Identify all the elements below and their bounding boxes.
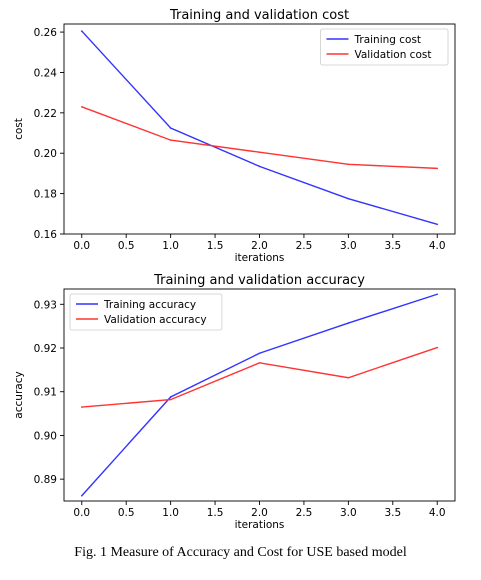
x-tick-label: 4.0 [429,507,446,519]
legend-label: Training cost [354,34,422,46]
y-tick-label: 0.24 [34,67,58,79]
series-line-1 [81,106,438,170]
data-point [258,165,261,168]
y-tick-label: 0.20 [34,148,57,160]
x-tick-label: 2.0 [251,240,268,252]
data-point [347,322,350,324]
y-tick-label: 0.91 [34,387,57,399]
y-tick-label: 0.92 [34,343,57,355]
x-tick-label: 2.5 [296,240,313,252]
data-point [258,362,261,364]
data-point [169,398,172,401]
y-axis-label: cost [13,118,25,140]
legend-label: Validation accuracy [104,314,207,326]
data-point [80,105,83,108]
x-tick-label: 4.0 [429,240,446,252]
x-tick-label: 1.0 [162,240,179,252]
x-tick-label: 2.0 [251,507,268,519]
x-tick-label: 0.5 [118,240,135,252]
data-point [436,167,439,170]
chart-1: Training and validation accuracy 0.0 0.5 1.… [13,273,456,531]
x-tick-label: 0.0 [73,507,90,519]
chart-title: Training and validation accuracy [153,273,365,288]
y-tick-label: 0.89 [34,474,57,486]
x-tick-label: 3.5 [384,240,401,252]
data-point [258,151,261,154]
y-axis-label: accuracy [13,371,25,418]
x-axis-label: iterations [235,252,285,264]
y-tick-label: 0.16 [34,229,58,241]
legend-label: Training accuracy [103,299,196,311]
data-point [169,139,172,141]
data-point [80,30,83,32]
y-tick-label: 0.93 [34,299,57,311]
data-point [258,352,261,355]
legend: Training cost Validation cost [320,28,449,66]
x-tick-label: 1.5 [207,507,224,519]
data-point [436,293,439,296]
y-tick-label: 0.18 [34,189,57,201]
data-point [347,163,350,166]
data-point [436,223,439,226]
legend: Training accuracy Validation accuracy [69,293,223,331]
legend-label: Validation cost [355,49,432,61]
data-point [347,197,350,200]
x-axis-label: iterations [235,519,285,531]
data-point [80,406,83,408]
x-tick-label: 0.5 [118,507,135,519]
series-line-1 [81,346,438,408]
y-tick-label: 0.22 [34,108,57,120]
x-tick-label: 3.0 [340,507,357,519]
chart-0: Training and validation cost 0.0 0.5 1.0 1.5… [13,8,456,264]
figure-canvas: Training and validation cost 0.0 0.5 1.0 1.5… [13,8,456,531]
y-tick-label: 0.90 [34,430,57,442]
x-tick-label: 0.0 [73,240,90,252]
x-tick-label: 2.5 [296,507,313,519]
data-point [169,127,172,129]
x-tick-label: 1.0 [162,507,179,519]
data-point [169,396,172,398]
x-tick-label: 3.5 [384,507,401,519]
chart-title: Training and validation cost [169,8,349,23]
legend-box [320,28,449,66]
x-tick-label: 1.5 [207,240,224,252]
data-point [80,494,83,497]
legend-box [69,293,223,331]
data-point [347,376,350,379]
y-tick-label: 0.26 [34,27,58,39]
data-point [436,346,439,349]
x-tick-label: 3.0 [340,240,357,252]
figure-caption: Fig. 1 Measure of Accuracy and Cost for … [74,545,407,560]
